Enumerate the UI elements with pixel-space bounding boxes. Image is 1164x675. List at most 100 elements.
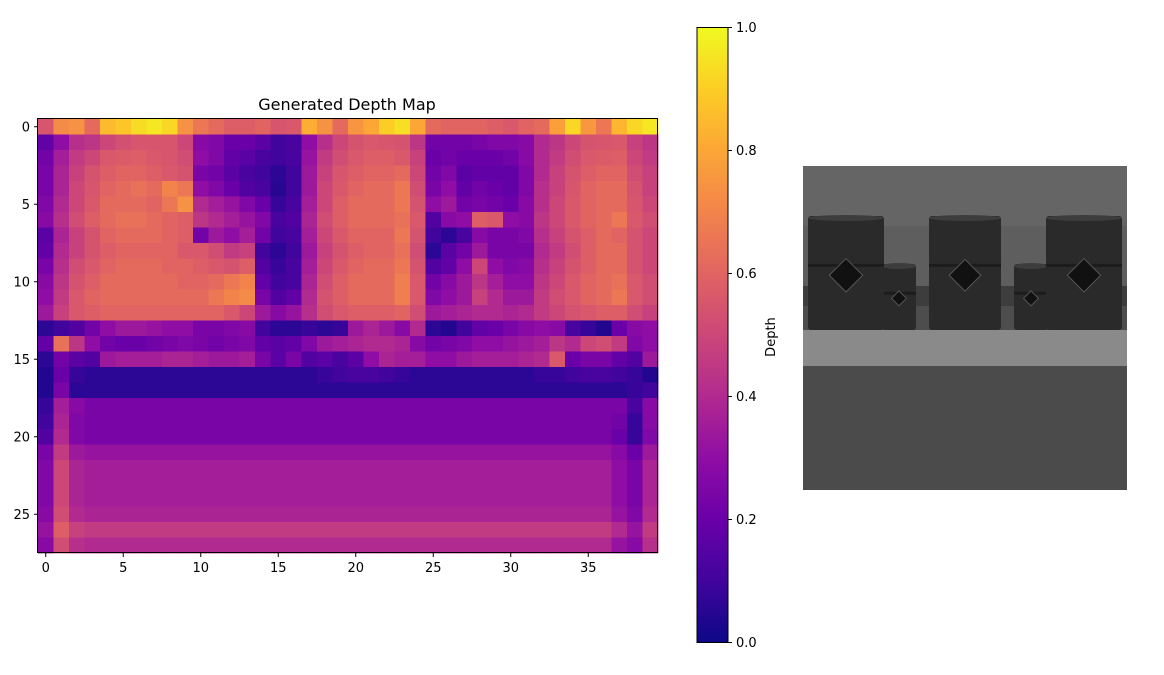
heatmap-cell [255, 413, 271, 430]
heatmap-cell [270, 398, 287, 414]
heatmap-cell [38, 460, 54, 476]
colorbar-tick-label: 0.6 [736, 267, 757, 282]
heatmap-cell [441, 506, 457, 523]
heatmap-cell [627, 444, 643, 461]
heatmap-cell [270, 320, 287, 337]
heatmap-cell [363, 351, 380, 368]
heatmap-cell [332, 522, 349, 538]
heatmap-cell [642, 336, 659, 352]
heatmap-cell [270, 134, 287, 151]
heatmap-cell [518, 382, 535, 399]
heatmap-cell [518, 289, 535, 306]
heatmap-cell [348, 429, 364, 445]
heatmap-cell [348, 522, 364, 538]
heatmap-cell [596, 289, 612, 306]
heatmap-cell [503, 243, 519, 259]
heatmap-cell [441, 444, 457, 461]
heatmap-cell [146, 150, 163, 166]
heatmap-cell [208, 320, 225, 337]
heatmap-cell [456, 196, 473, 213]
heatmap-cell [208, 382, 225, 399]
heatmap-cell [177, 460, 194, 476]
heatmap-cell [518, 243, 535, 259]
heatmap-cell [348, 506, 364, 523]
heatmap-cell [162, 181, 178, 197]
heatmap-cell [208, 119, 225, 135]
heatmap-cell [565, 429, 581, 445]
heatmap-cell [596, 274, 612, 290]
heatmap-cell [146, 336, 163, 352]
heatmap-cell [38, 258, 54, 275]
heatmap-cell [38, 351, 54, 368]
heatmap-cell [363, 522, 380, 538]
heatmap-cell [425, 150, 442, 166]
heatmap-cell [363, 150, 380, 166]
heatmap-cell [162, 119, 178, 135]
heatmap-cell [208, 150, 225, 166]
heatmap-cell [208, 475, 225, 492]
heatmap-cell [286, 537, 302, 554]
heatmap-cell [38, 119, 54, 135]
heatmap-cell [518, 537, 535, 554]
heatmap-cell [534, 413, 550, 430]
heatmap-cell [487, 413, 504, 430]
heatmap-cell [301, 382, 318, 399]
heatmap-cell [394, 181, 411, 197]
x-tick-label: 5 [119, 561, 127, 576]
heatmap-cell [565, 382, 581, 399]
heatmap-cell [410, 444, 426, 461]
heatmap-cell [580, 212, 597, 228]
heatmap-cell [115, 274, 132, 290]
heatmap-cell [162, 351, 178, 368]
heatmap-cell [255, 289, 271, 306]
heatmap-cell [115, 491, 132, 507]
heatmap-cell [425, 429, 442, 445]
heatmap-cell [69, 351, 85, 368]
heatmap-cell [565, 320, 581, 337]
heatmap-cell [332, 475, 349, 492]
heatmap-cell [580, 382, 597, 399]
heatmap-cell [208, 444, 225, 461]
heatmap-cell [487, 134, 504, 151]
heatmap-cell [53, 444, 70, 461]
heatmap-cell [456, 165, 473, 182]
heatmap-cell [317, 429, 333, 445]
heatmap-cell [348, 491, 364, 507]
heatmap-cell [611, 444, 628, 461]
colorbar-tick-label: 0.4 [736, 390, 757, 405]
heatmap-cell [301, 165, 318, 182]
heatmap-cell [379, 491, 395, 507]
heatmap-cell [332, 382, 349, 399]
heatmap-cell [363, 212, 380, 228]
heatmap-cell [146, 134, 163, 151]
heatmap-cell [503, 475, 519, 492]
heatmap-cell [410, 398, 426, 414]
heatmap-cell [379, 367, 395, 383]
heatmap-cell [193, 165, 209, 182]
heatmap-cell [131, 181, 147, 197]
heatmap-cell [441, 150, 457, 166]
heatmap-cell [84, 289, 101, 306]
heatmap-cell [518, 444, 535, 461]
heatmap-cell [611, 289, 628, 306]
heatmap-cell [317, 460, 333, 476]
heatmap-cell [301, 212, 318, 228]
heatmap-cell [69, 336, 85, 352]
heatmap-cell [394, 227, 411, 244]
heatmap-cell [286, 227, 302, 244]
heatmap-cell [84, 150, 101, 166]
heatmap-cell [84, 429, 101, 445]
heatmap-cell [332, 258, 349, 275]
heatmap-cell [394, 460, 411, 476]
heatmap-cell [131, 367, 147, 383]
heatmap-cell [224, 196, 240, 213]
heatmap-cell [270, 351, 287, 368]
heatmap-cell [115, 351, 132, 368]
heatmap-cell [38, 320, 54, 337]
heatmap-cell [69, 258, 85, 275]
heatmap-cell [456, 289, 473, 306]
heatmap-cell [131, 305, 147, 321]
heatmap-cell [224, 475, 240, 492]
heatmap-cell [596, 522, 612, 538]
heatmap-cell [100, 119, 116, 135]
